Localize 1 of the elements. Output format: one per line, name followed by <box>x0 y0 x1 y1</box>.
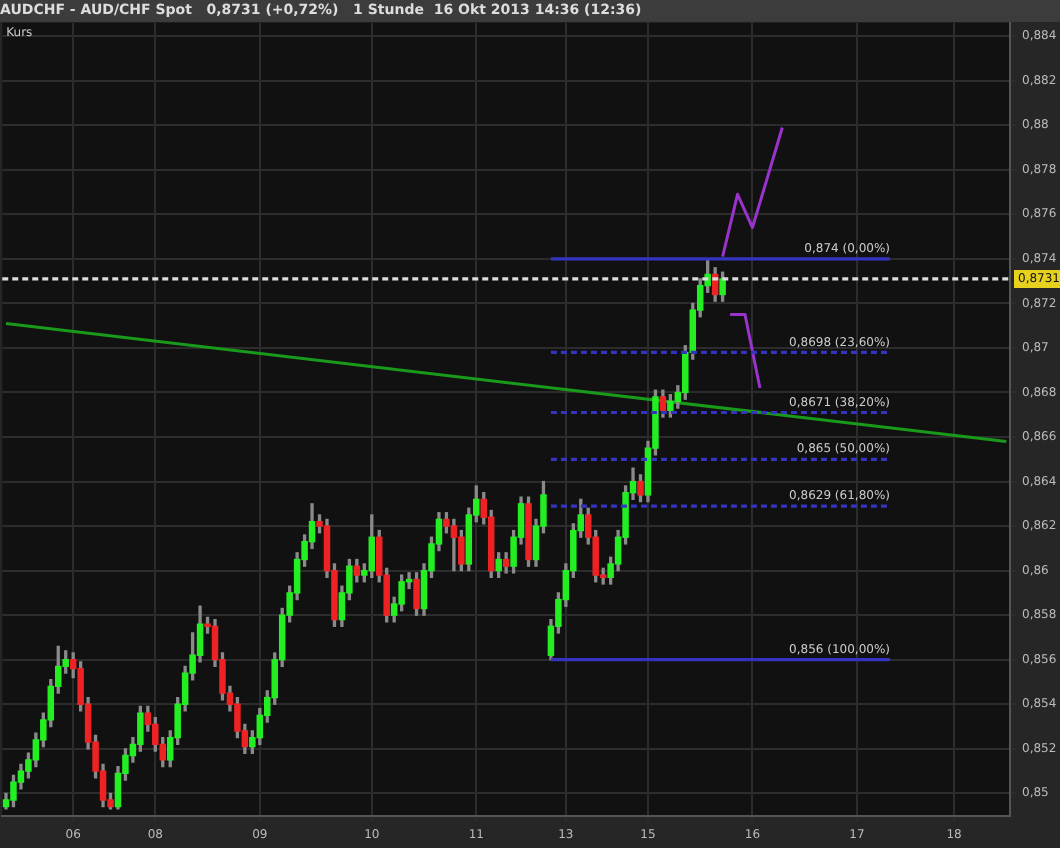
candlestick <box>450 518 458 572</box>
